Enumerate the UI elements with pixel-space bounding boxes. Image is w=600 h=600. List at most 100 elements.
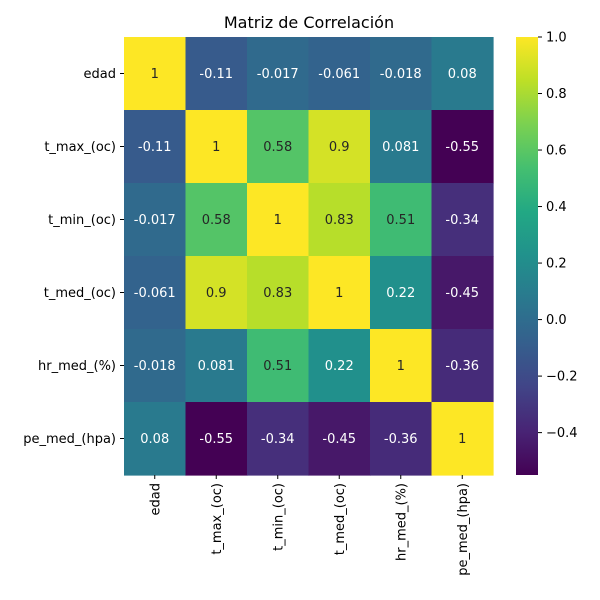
cell-annotation: 0.081 bbox=[198, 359, 235, 374]
colorbar-tick-label: 0.2 bbox=[546, 257, 567, 272]
heatmap-cell bbox=[124, 256, 187, 330]
cell-annotation: 1 bbox=[274, 213, 282, 228]
cell-annotation: 0.22 bbox=[325, 359, 354, 374]
cell-annotation: 0.83 bbox=[325, 213, 354, 228]
cell-annotation: 1 bbox=[335, 286, 343, 301]
heatmap-cell bbox=[124, 183, 187, 257]
heatmap-cell bbox=[308, 110, 371, 184]
x-axis-ticks: edad t_max_(oc) t_min_(oc) t_med_(oc) hr_med… bbox=[148, 475, 471, 576]
x-tick-label: t_min_(oc) bbox=[271, 483, 286, 551]
chart-title: Matriz de Correlación bbox=[224, 13, 394, 32]
heatmap-cell bbox=[185, 183, 248, 257]
y-tick-label: pe_med_(hpa) bbox=[23, 432, 116, 447]
cell-annotation: 0.58 bbox=[263, 140, 292, 155]
heatmap-cell bbox=[308, 329, 371, 403]
colorbar-tick-label: 0.6 bbox=[546, 144, 567, 159]
cell-annotations: 1 -0.11 -0.017 -0.061 -0.018 0.08 -0.11 1 0.58 0.… bbox=[134, 67, 479, 447]
cell-annotation: -0.017 bbox=[134, 213, 176, 228]
colorbar-tick-label: 0.8 bbox=[546, 87, 567, 102]
heatmap-cell bbox=[124, 329, 187, 403]
heatmap-cell bbox=[370, 256, 433, 330]
colorbar-tick-label: −0.2 bbox=[546, 370, 578, 385]
colorbar-tick-label: 1.0 bbox=[546, 31, 567, 46]
y-tick-label: hr_med_(%) bbox=[38, 359, 116, 374]
cell-annotation: -0.11 bbox=[199, 67, 233, 82]
cell-annotation: -0.36 bbox=[445, 359, 479, 374]
heatmap-cell bbox=[431, 183, 494, 257]
cell-annotation: -0.34 bbox=[261, 432, 295, 447]
heatmap-cell bbox=[431, 402, 494, 476]
cell-annotation: 0.83 bbox=[263, 286, 292, 301]
colorbar-tick-label: 0.4 bbox=[546, 200, 567, 215]
cell-annotation: 0.9 bbox=[329, 140, 350, 155]
cell-annotation: 1 bbox=[458, 432, 466, 447]
cell-annotation: 0.9 bbox=[206, 286, 227, 301]
cell-annotation: 0.081 bbox=[382, 140, 419, 155]
cell-annotation: -0.11 bbox=[138, 140, 172, 155]
heatmap-cell bbox=[185, 329, 248, 403]
cell-annotation: -0.55 bbox=[199, 432, 233, 447]
heatmap-cell bbox=[247, 256, 310, 330]
heatmap-cells bbox=[124, 37, 494, 476]
heatmap-cell bbox=[124, 402, 187, 476]
colorbar-gradient bbox=[516, 37, 538, 475]
heatmap-cell bbox=[370, 329, 433, 403]
heatmap-cell bbox=[247, 110, 310, 184]
x-tick-label: pe_med_(hpa) bbox=[456, 483, 471, 576]
heatmap-cell bbox=[431, 110, 494, 184]
heatmap-cell bbox=[370, 402, 433, 476]
heatmap-cell bbox=[308, 256, 371, 330]
heatmap-cell bbox=[185, 37, 248, 111]
x-tick-label: t_max_(oc) bbox=[210, 483, 225, 555]
cell-annotation: -0.34 bbox=[445, 213, 479, 228]
heatmap-cell bbox=[124, 37, 187, 111]
cell-annotation: 0.51 bbox=[263, 359, 292, 374]
cell-annotation: -0.018 bbox=[134, 359, 176, 374]
cell-annotation: 1 bbox=[397, 359, 405, 374]
y-tick-label: t_min_(oc) bbox=[48, 213, 116, 228]
cell-annotation: 0.51 bbox=[386, 213, 415, 228]
cell-annotation: 0.58 bbox=[202, 213, 231, 228]
colorbar-tick-label: 0.0 bbox=[546, 313, 567, 328]
cell-annotation: 0.08 bbox=[140, 432, 169, 447]
heatmap-cell bbox=[370, 37, 433, 111]
heatmap-cell bbox=[370, 110, 433, 184]
y-tick-label: t_max_(oc) bbox=[44, 140, 116, 155]
heatmap-cell bbox=[185, 256, 248, 330]
cell-annotation: -0.061 bbox=[318, 67, 360, 82]
y-tick-label: t_med_(oc) bbox=[44, 286, 116, 301]
cell-annotation: -0.55 bbox=[445, 140, 479, 155]
heatmap-cell bbox=[308, 402, 371, 476]
heatmap-cell bbox=[247, 329, 310, 403]
y-tick-label: edad bbox=[84, 67, 116, 82]
heatmap-cell bbox=[431, 37, 494, 111]
cell-annotation: -0.017 bbox=[257, 67, 299, 82]
x-tick-label: hr_med_(%) bbox=[394, 483, 409, 561]
y-axis-ticks: edad t_max_(oc) t_min_(oc) t_med_(oc) hr_med… bbox=[23, 67, 124, 447]
colorbar: 1.0 0.8 0.6 0.4 0.2 0.0 −0.2 −0.4 bbox=[516, 31, 578, 475]
heatmap-cell bbox=[124, 110, 187, 184]
heatmap-cell bbox=[308, 183, 371, 257]
cell-annotation: 1 bbox=[151, 67, 159, 82]
cell-annotation: -0.061 bbox=[134, 286, 176, 301]
cell-annotation: -0.36 bbox=[384, 432, 418, 447]
heatmap-cell bbox=[185, 110, 248, 184]
heatmap-cell bbox=[247, 183, 310, 257]
cell-annotation: 0.08 bbox=[448, 67, 477, 82]
x-tick-label: edad bbox=[148, 483, 163, 515]
cell-annotation: -0.018 bbox=[380, 67, 422, 82]
heatmap-cell bbox=[431, 329, 494, 403]
heatmap-cell bbox=[308, 37, 371, 111]
heatmap-cell bbox=[247, 37, 310, 111]
heatmap-cell bbox=[370, 183, 433, 257]
cell-annotation: 0.22 bbox=[386, 286, 415, 301]
cell-annotation: 1 bbox=[212, 140, 220, 155]
cell-annotation: -0.45 bbox=[445, 286, 479, 301]
heatmap-cell bbox=[431, 256, 494, 330]
x-tick-label: t_med_(oc) bbox=[333, 483, 348, 555]
colorbar-tick-label: −0.4 bbox=[546, 426, 578, 441]
heatmap-cell bbox=[185, 402, 248, 476]
cell-annotation: -0.45 bbox=[322, 432, 356, 447]
heatmap-cell bbox=[247, 402, 310, 476]
